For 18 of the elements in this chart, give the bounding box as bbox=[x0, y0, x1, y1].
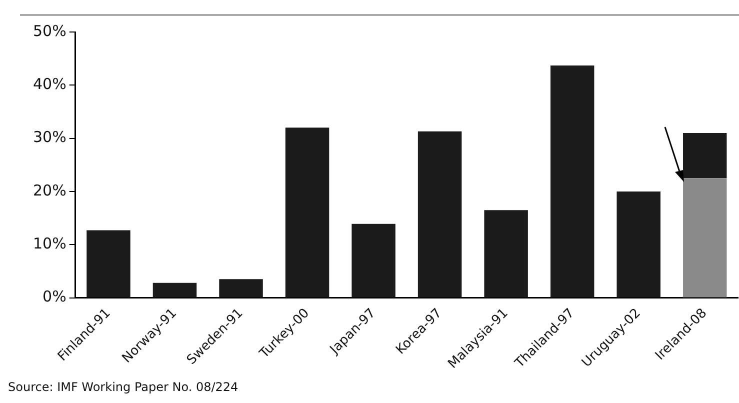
bar bbox=[152, 282, 197, 298]
y-tick-label: 0% bbox=[42, 288, 66, 306]
y-tick-label: 20% bbox=[32, 181, 66, 200]
y-tick-label: 30% bbox=[32, 128, 66, 146]
bar bbox=[86, 230, 130, 298]
bar bbox=[352, 224, 396, 298]
bar bbox=[683, 178, 727, 298]
y-tick-label: 10% bbox=[32, 234, 66, 253]
y-tick-label: 50% bbox=[32, 22, 66, 40]
y-tick-label: 40% bbox=[32, 75, 66, 94]
bar bbox=[418, 131, 462, 298]
bar bbox=[550, 65, 594, 298]
bar bbox=[219, 279, 263, 298]
bar bbox=[484, 210, 528, 298]
source-note: Source: IMF Working Paper No. 08/224 bbox=[8, 380, 238, 394]
bar bbox=[683, 133, 727, 178]
bar bbox=[285, 128, 330, 298]
bar bbox=[616, 191, 660, 298]
